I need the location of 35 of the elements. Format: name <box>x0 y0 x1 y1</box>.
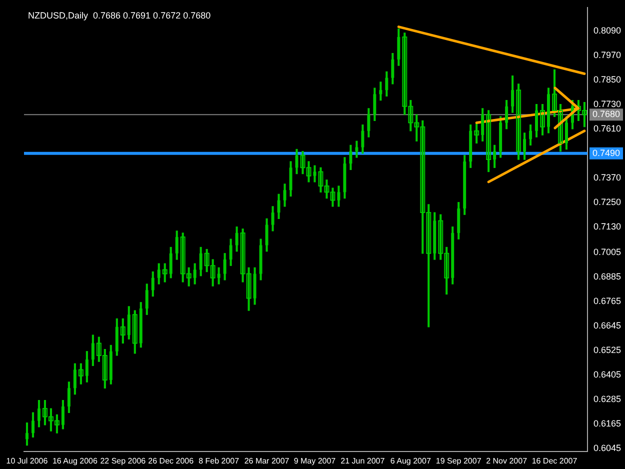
chart-title: NZDUSD,Daily 0.7686 0.7691 0.7672 0.7680 <box>28 10 211 20</box>
x-tick-label: 16 Dec 2007 <box>532 456 578 466</box>
x-tick-label: 2 Nov 2007 <box>486 456 528 466</box>
y-tick-label: 0.6765 <box>593 296 622 306</box>
x-tick-label: 8 Feb 2007 <box>198 456 240 466</box>
y-tick-label: 0.6405 <box>593 369 622 380</box>
y-tick-label: 0.6645 <box>593 320 622 330</box>
candlestick <box>25 422 28 446</box>
x-tick-label: 9 May 2007 <box>294 456 336 466</box>
y-tick-label: 0.6885 <box>593 271 622 282</box>
x-tick-label: 21 Jun 2007 <box>340 456 386 466</box>
candlestick <box>31 412 34 438</box>
x-tick-label: 22 Sep 2006 <box>100 456 146 466</box>
y-tick-label: 0.7005 <box>593 246 622 257</box>
candlestick <box>564 116 568 150</box>
x-tick-label: 10 Jul 2006 <box>6 456 48 466</box>
x-tick-label: 26 Mar 2007 <box>244 456 290 466</box>
ref-line-label: 0.7680 <box>592 109 620 120</box>
y-tick-label: 0.6285 <box>593 394 622 404</box>
y-tick-label: 0.7970 <box>593 50 622 60</box>
y-tick-label: 0.7730 <box>593 98 622 109</box>
y-tick-label: 0.7850 <box>593 74 622 84</box>
y-tick-label: 0.7370 <box>593 172 622 182</box>
x-tick-label: 16 Aug 2006 <box>52 456 98 466</box>
y-tick-label: 0.6045 <box>593 442 622 453</box>
x-tick-label: 6 Aug 2007 <box>390 456 432 466</box>
y-tick-label: 0.6525 <box>593 344 622 355</box>
x-tick-label: 26 Dec 2006 <box>148 456 194 466</box>
y-tick-label: 0.7130 <box>593 221 622 232</box>
x-tick-label: 19 Sep 2007 <box>436 456 482 466</box>
y-tick-label: 0.7610 <box>593 123 622 134</box>
y-tick-label: 0.7250 <box>593 196 622 207</box>
ref-line-label: 0.7490 <box>592 148 620 158</box>
y-tick-label: 0.8090 <box>593 25 622 36</box>
y-tick-label: 0.6165 <box>593 418 622 428</box>
